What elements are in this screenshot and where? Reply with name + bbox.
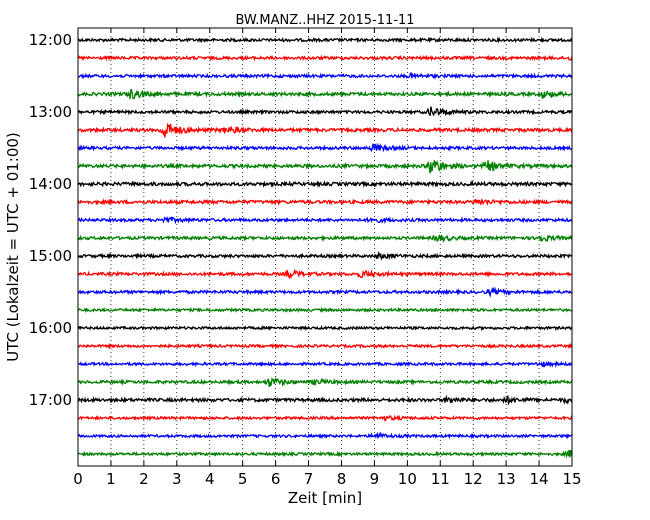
y-tick-label: 13:00 (29, 103, 72, 121)
seismic-trace (77, 325, 573, 332)
seismic-trace (77, 198, 573, 207)
seismic-trace (77, 36, 573, 44)
seismic-trace (77, 342, 573, 350)
x-tick-label: 4 (205, 470, 215, 488)
x-tick-label: 6 (271, 470, 281, 488)
seismic-trace (77, 376, 573, 388)
seismic-trace (77, 234, 573, 243)
seismic-trace (77, 54, 573, 62)
seismic-trace (77, 88, 573, 100)
x-tick-label: 9 (370, 470, 380, 488)
x-tick-label: 13 (497, 470, 516, 488)
seismic-trace (77, 142, 573, 153)
seismic-trace (77, 431, 573, 440)
y-tick-label: 12:00 (29, 31, 72, 49)
y-tick-label: 15:00 (29, 247, 72, 265)
x-tick-label: 7 (304, 470, 314, 488)
y-tick-label: 14:00 (29, 175, 72, 193)
seismic-trace (77, 159, 573, 174)
x-tick-label: 3 (172, 470, 182, 488)
y-tick-label: 17:00 (29, 391, 72, 409)
x-tick-label: 0 (73, 470, 83, 488)
seismic-trace (77, 215, 573, 225)
seismic-trace (77, 450, 573, 459)
plot-frame (77, 27, 573, 467)
seismic-trace (77, 179, 573, 189)
x-axis-label: Zeit [min] (288, 489, 362, 507)
x-tick-label: 14 (530, 470, 549, 488)
x-tick-label: 2 (139, 470, 149, 488)
seismic-trace (77, 122, 573, 138)
x-tick-label: 11 (431, 470, 450, 488)
seismic-trace (77, 106, 573, 117)
y-tick-label: 16:00 (29, 319, 72, 337)
seismic-trace (77, 251, 573, 261)
y-axis-label: UTC (Lokalzeit = UTC + 01:00) (4, 132, 22, 362)
seismic-trace (77, 268, 573, 280)
x-tick-label: 5 (238, 470, 248, 488)
seismic-trace (77, 394, 573, 406)
x-tick-label: 12 (464, 470, 483, 488)
seismic-trace (77, 414, 573, 422)
x-tick-label: 8 (337, 470, 347, 488)
seismic-trace (77, 286, 573, 298)
trace-group (77, 36, 573, 459)
seismic-trace (77, 360, 573, 369)
seismic-trace (77, 306, 573, 314)
x-tick-label: 10 (398, 470, 417, 488)
x-tick-label: 15 (562, 470, 581, 488)
chart-title: BW.MANZ..HHZ 2015-11-11 (235, 13, 414, 28)
x-tick-label: 1 (106, 470, 116, 488)
axis-ticks: 0 1 2 3 4 5 6 7 8 9 10 11 12 13 14 1512:0013:0014:0015:… (29, 28, 582, 488)
seismic-trace (77, 71, 573, 80)
